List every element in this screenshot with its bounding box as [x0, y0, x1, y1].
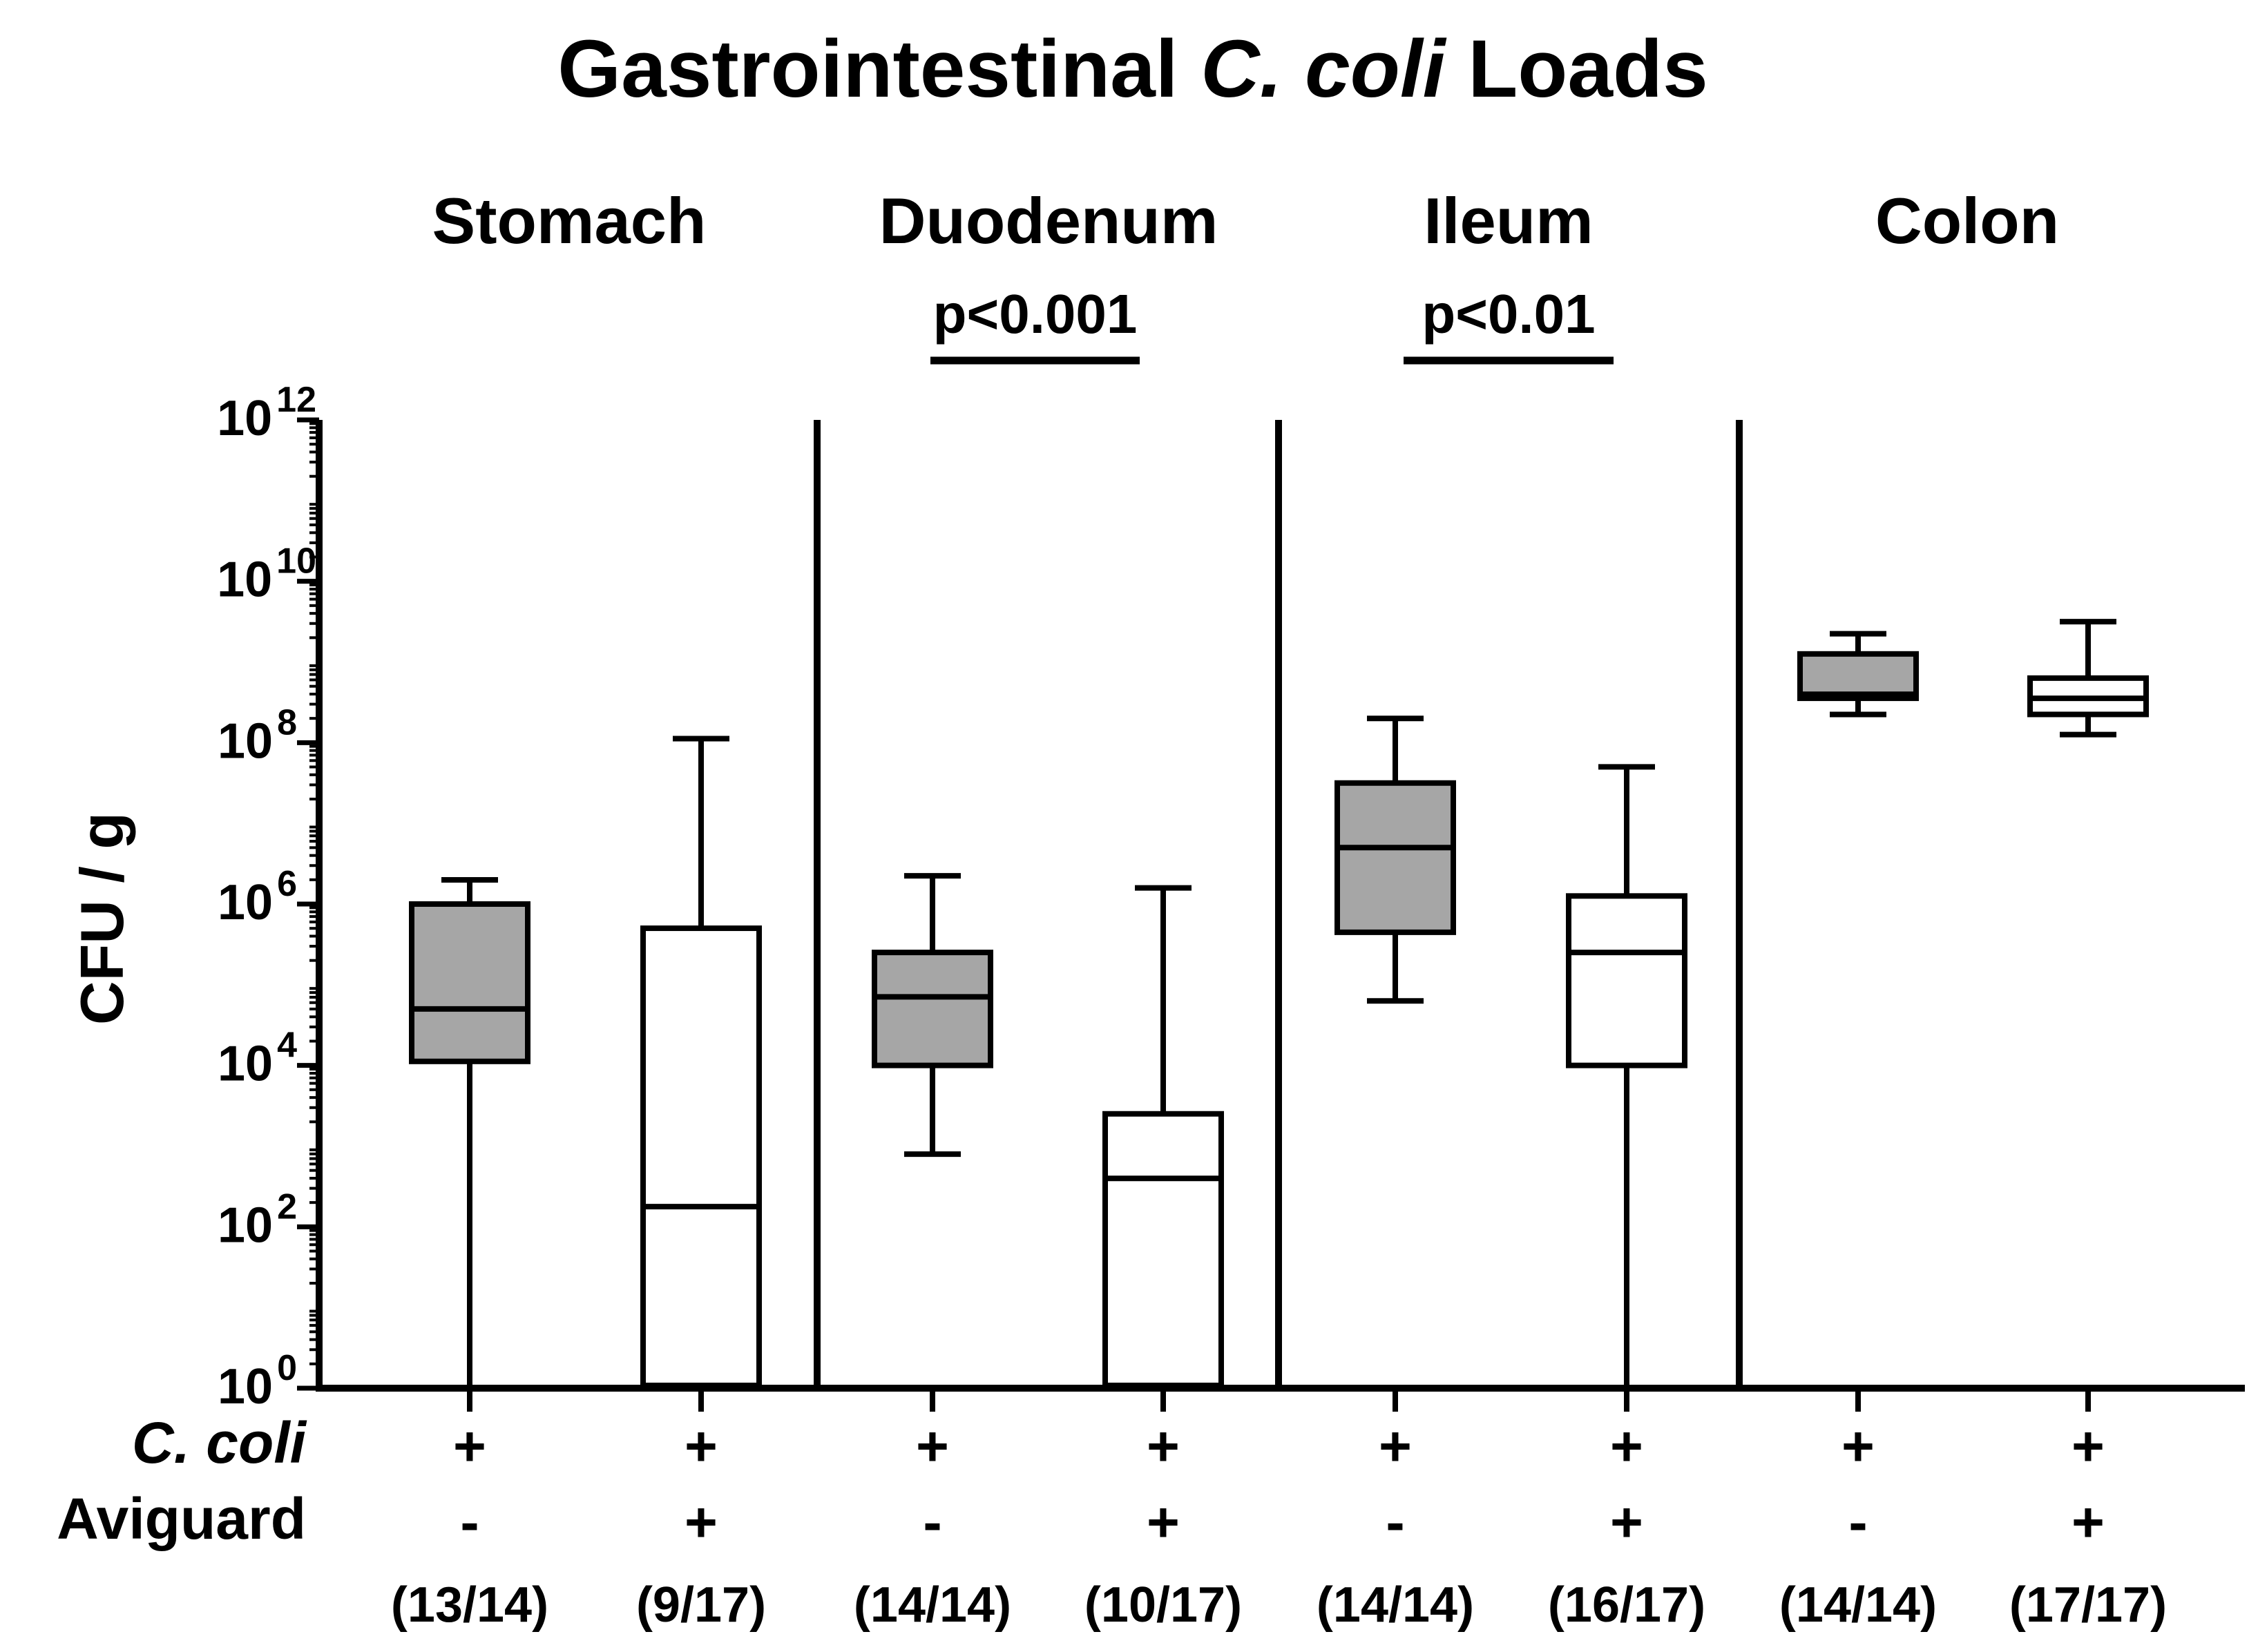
box-plot-chart: Gastrointestinal C. coli Loads CFU / g C…	[0, 0, 2258, 1649]
y-tick-base: 10	[218, 1037, 273, 1092]
section-title-stomach: Stomach	[432, 184, 707, 257]
section-title-colon: Colon	[1875, 184, 2059, 257]
iqr-box	[1569, 896, 1685, 1065]
sample-count-label: (17/17)	[2009, 1577, 2167, 1633]
chart-root: Gastrointestinal C. coli Loads CFU / g C…	[0, 0, 2258, 1649]
sample-count-label: (14/14)	[854, 1577, 1011, 1633]
aviguard-sign: -	[1848, 1491, 1867, 1554]
aviguard-sign: +	[685, 1491, 718, 1554]
y-tick-exponent: 12	[276, 380, 316, 420]
row-label-aviguard: Aviguard	[57, 1486, 306, 1551]
y-tick-exponent: 10	[276, 541, 316, 582]
sample-count-label: (13/14)	[391, 1577, 548, 1633]
y-tick-base: 10	[218, 1359, 273, 1414]
y-tick-base: 10	[218, 875, 273, 930]
y-tick-base: 10	[218, 713, 273, 769]
sample-count-label: (16/17)	[1548, 1577, 1705, 1633]
y-tick-base: 10	[217, 553, 272, 608]
pvalue-label-ileum: p<0.01	[1422, 283, 1595, 345]
iqr-box	[1105, 1114, 1221, 1385]
aviguard-sign: -	[460, 1491, 479, 1554]
c-coli-sign: +	[1610, 1415, 1643, 1478]
row-label-c-coli: C. coli	[132, 1410, 307, 1475]
aviguard-sign: -	[923, 1491, 941, 1554]
c-coli-sign: +	[1147, 1415, 1180, 1478]
c-coli-sign: +	[1841, 1415, 1875, 1478]
section-title-duodenum: Duodenum	[879, 184, 1218, 257]
chart-title-prefix: Gastrointestinal	[557, 23, 1200, 115]
c-coli-sign: +	[685, 1415, 718, 1478]
y-tick-base: 10	[218, 1198, 273, 1253]
y-tick-exponent: 4	[277, 1026, 297, 1066]
sample-count-label: (14/14)	[1317, 1577, 1474, 1633]
pvalue-label-duodenum: p<0.001	[933, 283, 1138, 345]
c-coli-sign: +	[453, 1415, 486, 1478]
chart-title: Gastrointestinal C. coli Loads	[557, 23, 1707, 115]
y-axis-label: CFU / g	[68, 812, 136, 1025]
c-coli-sign: +	[1379, 1415, 1412, 1478]
y-tick-exponent: 2	[277, 1187, 297, 1227]
y-tick-exponent: 0	[277, 1348, 297, 1388]
section-title-ileum: Ileum	[1424, 184, 1594, 257]
y-tick-base: 10	[217, 391, 272, 446]
aviguard-sign: +	[1147, 1491, 1180, 1554]
y-tick-exponent: 6	[277, 864, 297, 904]
iqr-box	[1337, 783, 1453, 932]
sample-count-label: (14/14)	[1779, 1577, 1937, 1633]
iqr-box	[874, 952, 991, 1066]
sample-count-label: (9/17)	[636, 1577, 766, 1633]
iqr-box	[412, 904, 528, 1062]
aviguard-sign: +	[2072, 1491, 2105, 1554]
y-tick-exponent: 8	[277, 702, 297, 742]
sample-count-label: (10/17)	[1084, 1577, 1242, 1633]
iqr-box	[643, 928, 759, 1385]
aviguard-sign: +	[1610, 1491, 1643, 1554]
chart-title-suffix: Loads	[1445, 23, 1707, 115]
c-coli-sign: +	[916, 1415, 949, 1478]
c-coli-sign: +	[2072, 1415, 2105, 1478]
chart-title-italic: C. coli	[1200, 23, 1446, 115]
aviguard-sign: -	[1386, 1491, 1404, 1554]
